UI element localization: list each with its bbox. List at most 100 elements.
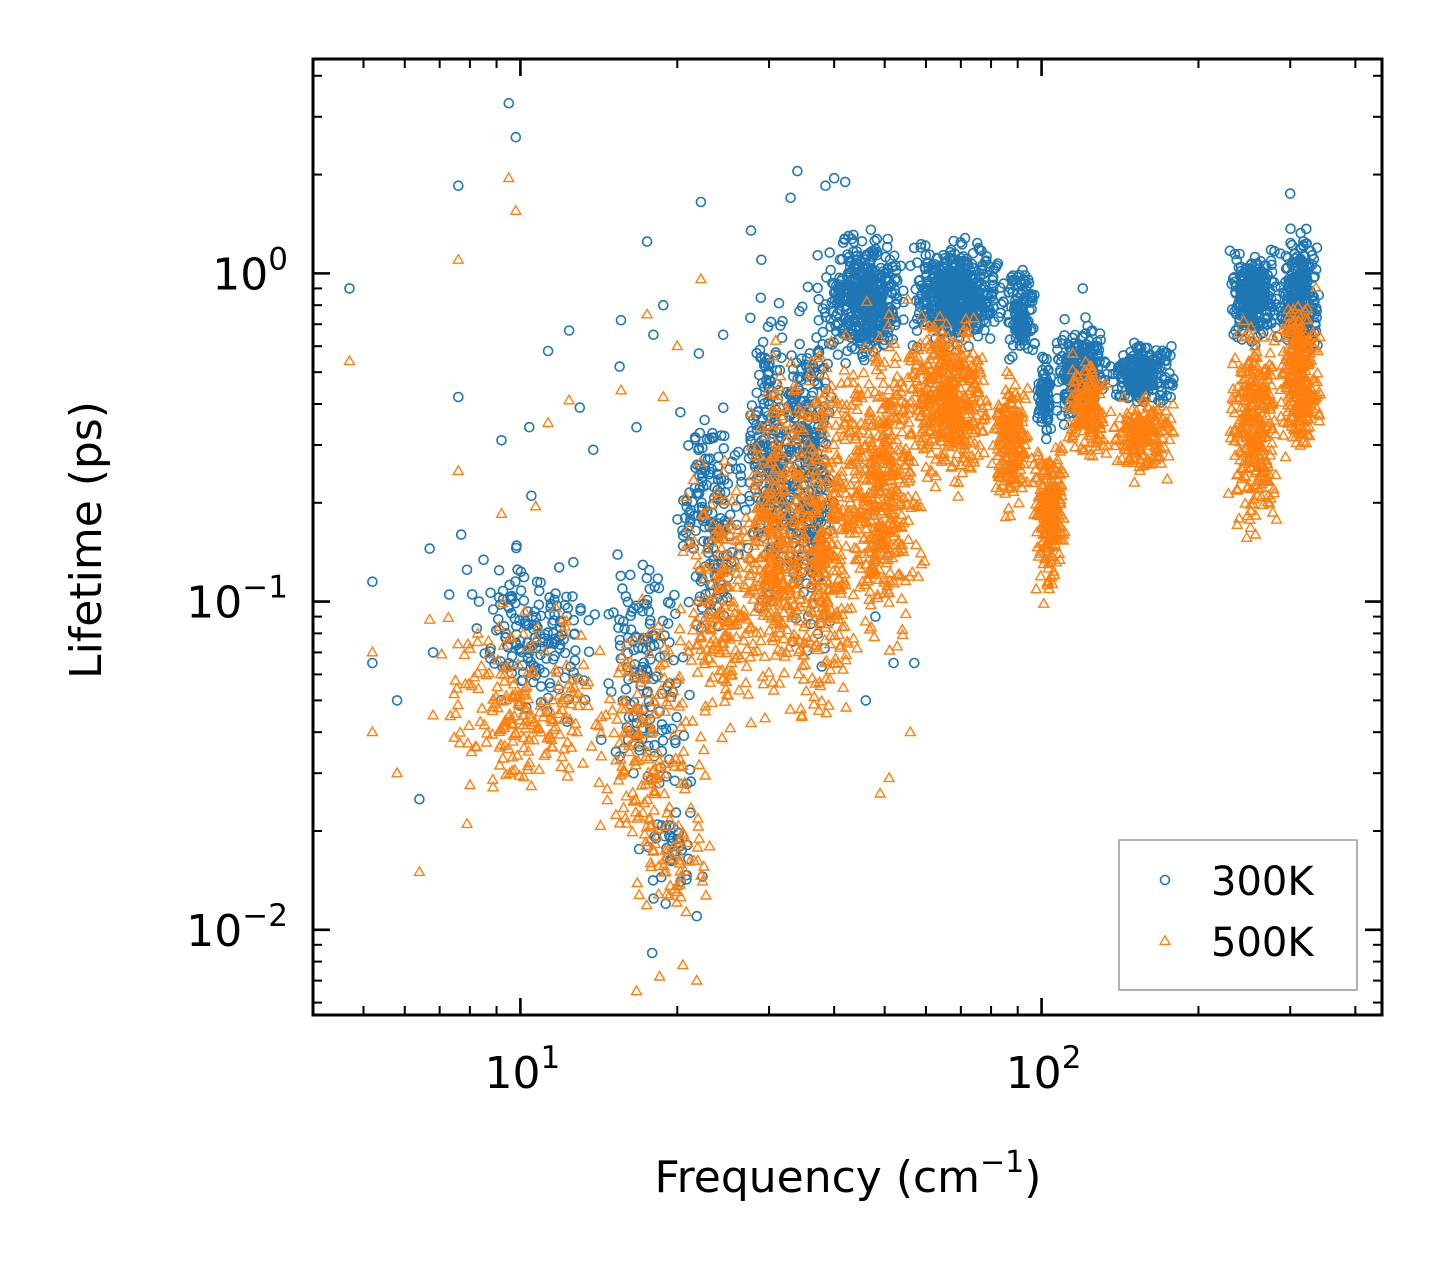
data-point [614,361,625,372]
data-point [549,636,561,647]
data-point [643,564,655,576]
data-point [704,676,717,687]
data-point [827,306,839,318]
data-point [463,778,477,790]
data-point [1029,289,1040,301]
data-point [1020,327,1032,339]
data-point [976,278,988,290]
data-point [777,315,788,327]
data-point [824,247,836,258]
data-point [1085,348,1097,360]
data-point [812,282,823,294]
data-point [458,648,471,660]
data-point [945,250,957,261]
data-point [845,257,857,269]
data-point [950,270,962,282]
data-point [1087,325,1098,336]
data-point [1052,344,1063,356]
data-point [921,297,932,309]
data-point [712,461,724,472]
data-point [472,682,485,693]
data-point [485,587,496,599]
data-point [1036,389,1047,401]
data-point [605,686,617,698]
data-point [1285,223,1296,234]
data-point [690,462,701,474]
data-point [511,540,522,551]
data-point [1056,410,1067,421]
data-point [843,230,854,242]
data-point [1056,334,1068,346]
data-point [344,283,355,294]
data-point [993,311,1005,323]
data-point [1036,400,1048,412]
data-point [796,363,807,374]
data-point [531,620,542,631]
data-point [976,306,987,318]
data-point [920,271,932,283]
data-point [583,646,595,658]
data-point [921,285,933,296]
data-point [955,259,967,271]
data-point [518,595,530,606]
data-point [877,377,890,388]
data-point [683,596,695,608]
data-point [617,583,628,594]
data-point [1020,276,1031,287]
data-point [718,443,730,454]
data-point [902,533,915,544]
data-point [637,559,649,571]
data-point [976,245,987,257]
data-point [693,348,705,359]
data-point [669,589,680,601]
data-point [843,255,855,267]
data-point [979,324,990,336]
data-point [697,859,711,871]
data-point [645,615,656,626]
data-point [809,427,821,438]
data-point [926,303,938,315]
data-point [762,666,776,677]
data-point [861,268,872,280]
data-point [870,243,881,255]
data-point [691,910,703,922]
data-point [987,274,998,286]
data-point [471,623,483,634]
data-point [1019,332,1031,344]
data-point [603,608,615,620]
data-point [718,430,730,442]
series-layer [343,97,1327,996]
data-point [651,671,663,682]
data-point [510,131,522,143]
data-point [565,661,576,673]
data-point [763,360,774,372]
data-point [1061,357,1073,369]
data-point [1027,344,1038,356]
data-point [961,271,973,283]
data-point [674,720,688,732]
data-point [542,627,554,638]
data-point [674,634,687,646]
data-point [769,334,782,345]
data-point [956,239,968,250]
data-point [673,622,686,634]
data-point [530,642,542,654]
data-point [961,253,973,265]
data-point [658,787,671,799]
data-point [562,602,574,614]
data-point [798,395,810,407]
data-point [871,342,882,354]
data-point [614,640,626,652]
data-point [628,767,639,779]
data-point [1029,337,1040,349]
data-point [1041,433,1052,445]
data-point [857,366,870,378]
data-point [504,579,515,591]
data-point [828,172,840,184]
data-point [674,602,687,614]
data-point [589,609,601,620]
data-point [570,645,581,656]
data-point [475,702,489,713]
data-point [607,726,621,738]
data-point [461,564,473,576]
